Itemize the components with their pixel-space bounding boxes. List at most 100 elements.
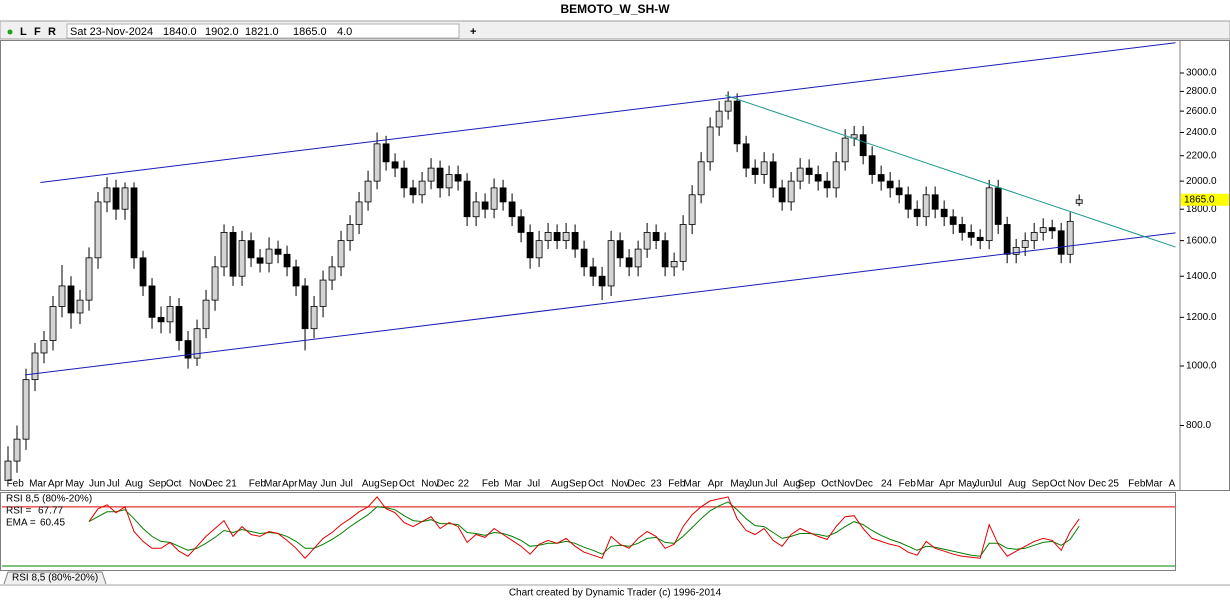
x-tick-label: A — [1169, 479, 1176, 490]
y-tick-label: 2000.0 — [1186, 176, 1217, 187]
y-tick-label: 2200.0 — [1186, 150, 1217, 161]
candle-body — [1012, 246, 1020, 255]
last-price-label: 1865.0 — [1184, 194, 1215, 205]
candle-body — [112, 187, 120, 210]
ema-line — [88, 501, 1080, 557]
candle-body — [913, 208, 921, 218]
candle-body — [301, 285, 309, 330]
candle-body — [670, 261, 678, 268]
add-button[interactable]: + — [470, 26, 476, 38]
toolbar-value: 1902.0 — [205, 26, 239, 38]
rsi-line — [88, 496, 1080, 559]
candle-body — [31, 352, 39, 381]
candle-body — [805, 167, 813, 175]
candle-body — [535, 240, 543, 259]
x-tick-label: May — [65, 479, 84, 490]
candle-body — [49, 306, 57, 341]
candle-body — [364, 180, 372, 203]
candle-body — [310, 306, 318, 330]
x-tick-label: Feb — [7, 479, 25, 490]
candle-body — [481, 201, 489, 210]
x-tick-label: Aug — [1008, 479, 1026, 490]
x-tick-label: Nov — [611, 479, 629, 490]
candle-body — [1057, 230, 1065, 255]
candle-body — [121, 187, 129, 210]
candle-body — [787, 180, 795, 203]
rsi-tab-label[interactable]: RSI 8,5 (80%-20%) — [12, 573, 98, 584]
candle-body — [778, 187, 786, 203]
x-tick-label: Jul — [340, 479, 353, 490]
candle-body — [724, 100, 732, 112]
candle-body — [877, 174, 885, 182]
x-tick-label: May — [958, 479, 977, 490]
candle-body — [976, 236, 984, 242]
candle-body — [733, 100, 741, 145]
x-tick-label: Apr — [939, 479, 955, 490]
candle-body — [391, 161, 399, 169]
toolbar-value: 1865.0 — [293, 26, 327, 38]
x-tick-label: Nov — [1068, 479, 1086, 490]
x-tick-label: Aug — [783, 479, 801, 490]
candle-body — [373, 143, 381, 182]
y-tick-label: 1000.0 — [1186, 361, 1217, 372]
rsi-tab[interactable] — [3, 571, 107, 585]
candle-body — [760, 161, 768, 175]
candle-body — [580, 248, 588, 268]
candle-body — [589, 266, 597, 277]
candle-body — [67, 285, 75, 314]
toolbar-button[interactable]: F — [34, 26, 41, 38]
x-tick-label: Sep — [798, 479, 816, 490]
candle-body — [544, 232, 552, 242]
candle-body — [508, 201, 516, 218]
candle-body — [40, 340, 48, 354]
candle-body — [859, 134, 867, 157]
ema-label: EMA = — [6, 518, 36, 529]
toolbar-button[interactable]: L — [20, 26, 27, 38]
candle-body — [355, 201, 363, 225]
rsi-title: RSI 8,5 (80%-20%) — [6, 494, 92, 505]
toolbar-value: 1840.0 — [163, 26, 197, 38]
x-tick-label: Mar — [29, 479, 47, 490]
candle-body — [400, 167, 408, 189]
rsi-label: RSI = — [6, 506, 31, 517]
candle-body — [571, 232, 579, 250]
x-tick-label: Sep — [149, 479, 167, 490]
candle-body — [553, 232, 561, 242]
footer: Chart created by Dynamic Trader (c) 1996… — [509, 588, 722, 599]
toolbar-date: Sat 23-Nov-2024 — [70, 26, 153, 38]
candle-body — [679, 224, 687, 262]
x-tick-label: Dec — [1088, 479, 1106, 490]
x-tick-label: Sep — [569, 479, 587, 490]
y-tick-label: 2800.0 — [1186, 86, 1217, 97]
last-price-box — [1181, 193, 1229, 206]
x-tick-label: Nov — [189, 479, 207, 490]
toolbar-button[interactable]: R — [48, 26, 56, 38]
x-tick-label: Jun — [320, 479, 336, 490]
candle-body — [436, 167, 444, 189]
candle-body — [265, 248, 273, 264]
price-plot — [4, 42, 1176, 481]
candle-body — [706, 126, 714, 163]
rsi-panel — [0, 492, 1176, 571]
x-tick-label: Aug — [362, 479, 380, 490]
candle-body — [418, 180, 426, 196]
x-tick-label: Mar — [684, 479, 702, 490]
x-tick-label: Jul — [765, 479, 778, 490]
toolbar-value: 4.0 — [337, 26, 352, 38]
candle-body — [463, 180, 471, 218]
y-tick-label: 2600.0 — [1186, 106, 1217, 117]
x-tick-label: 24 — [881, 479, 893, 490]
candle-body — [742, 143, 750, 169]
candle-body — [904, 194, 912, 210]
y-tick-label: 1200.0 — [1186, 312, 1217, 323]
candle-body — [751, 167, 759, 175]
candle-body — [103, 187, 111, 203]
candle-body — [850, 134, 858, 139]
candle-body — [175, 306, 183, 341]
candle-body — [1003, 224, 1011, 255]
x-tick-label: Apr — [708, 479, 724, 490]
candle-body — [85, 257, 93, 301]
